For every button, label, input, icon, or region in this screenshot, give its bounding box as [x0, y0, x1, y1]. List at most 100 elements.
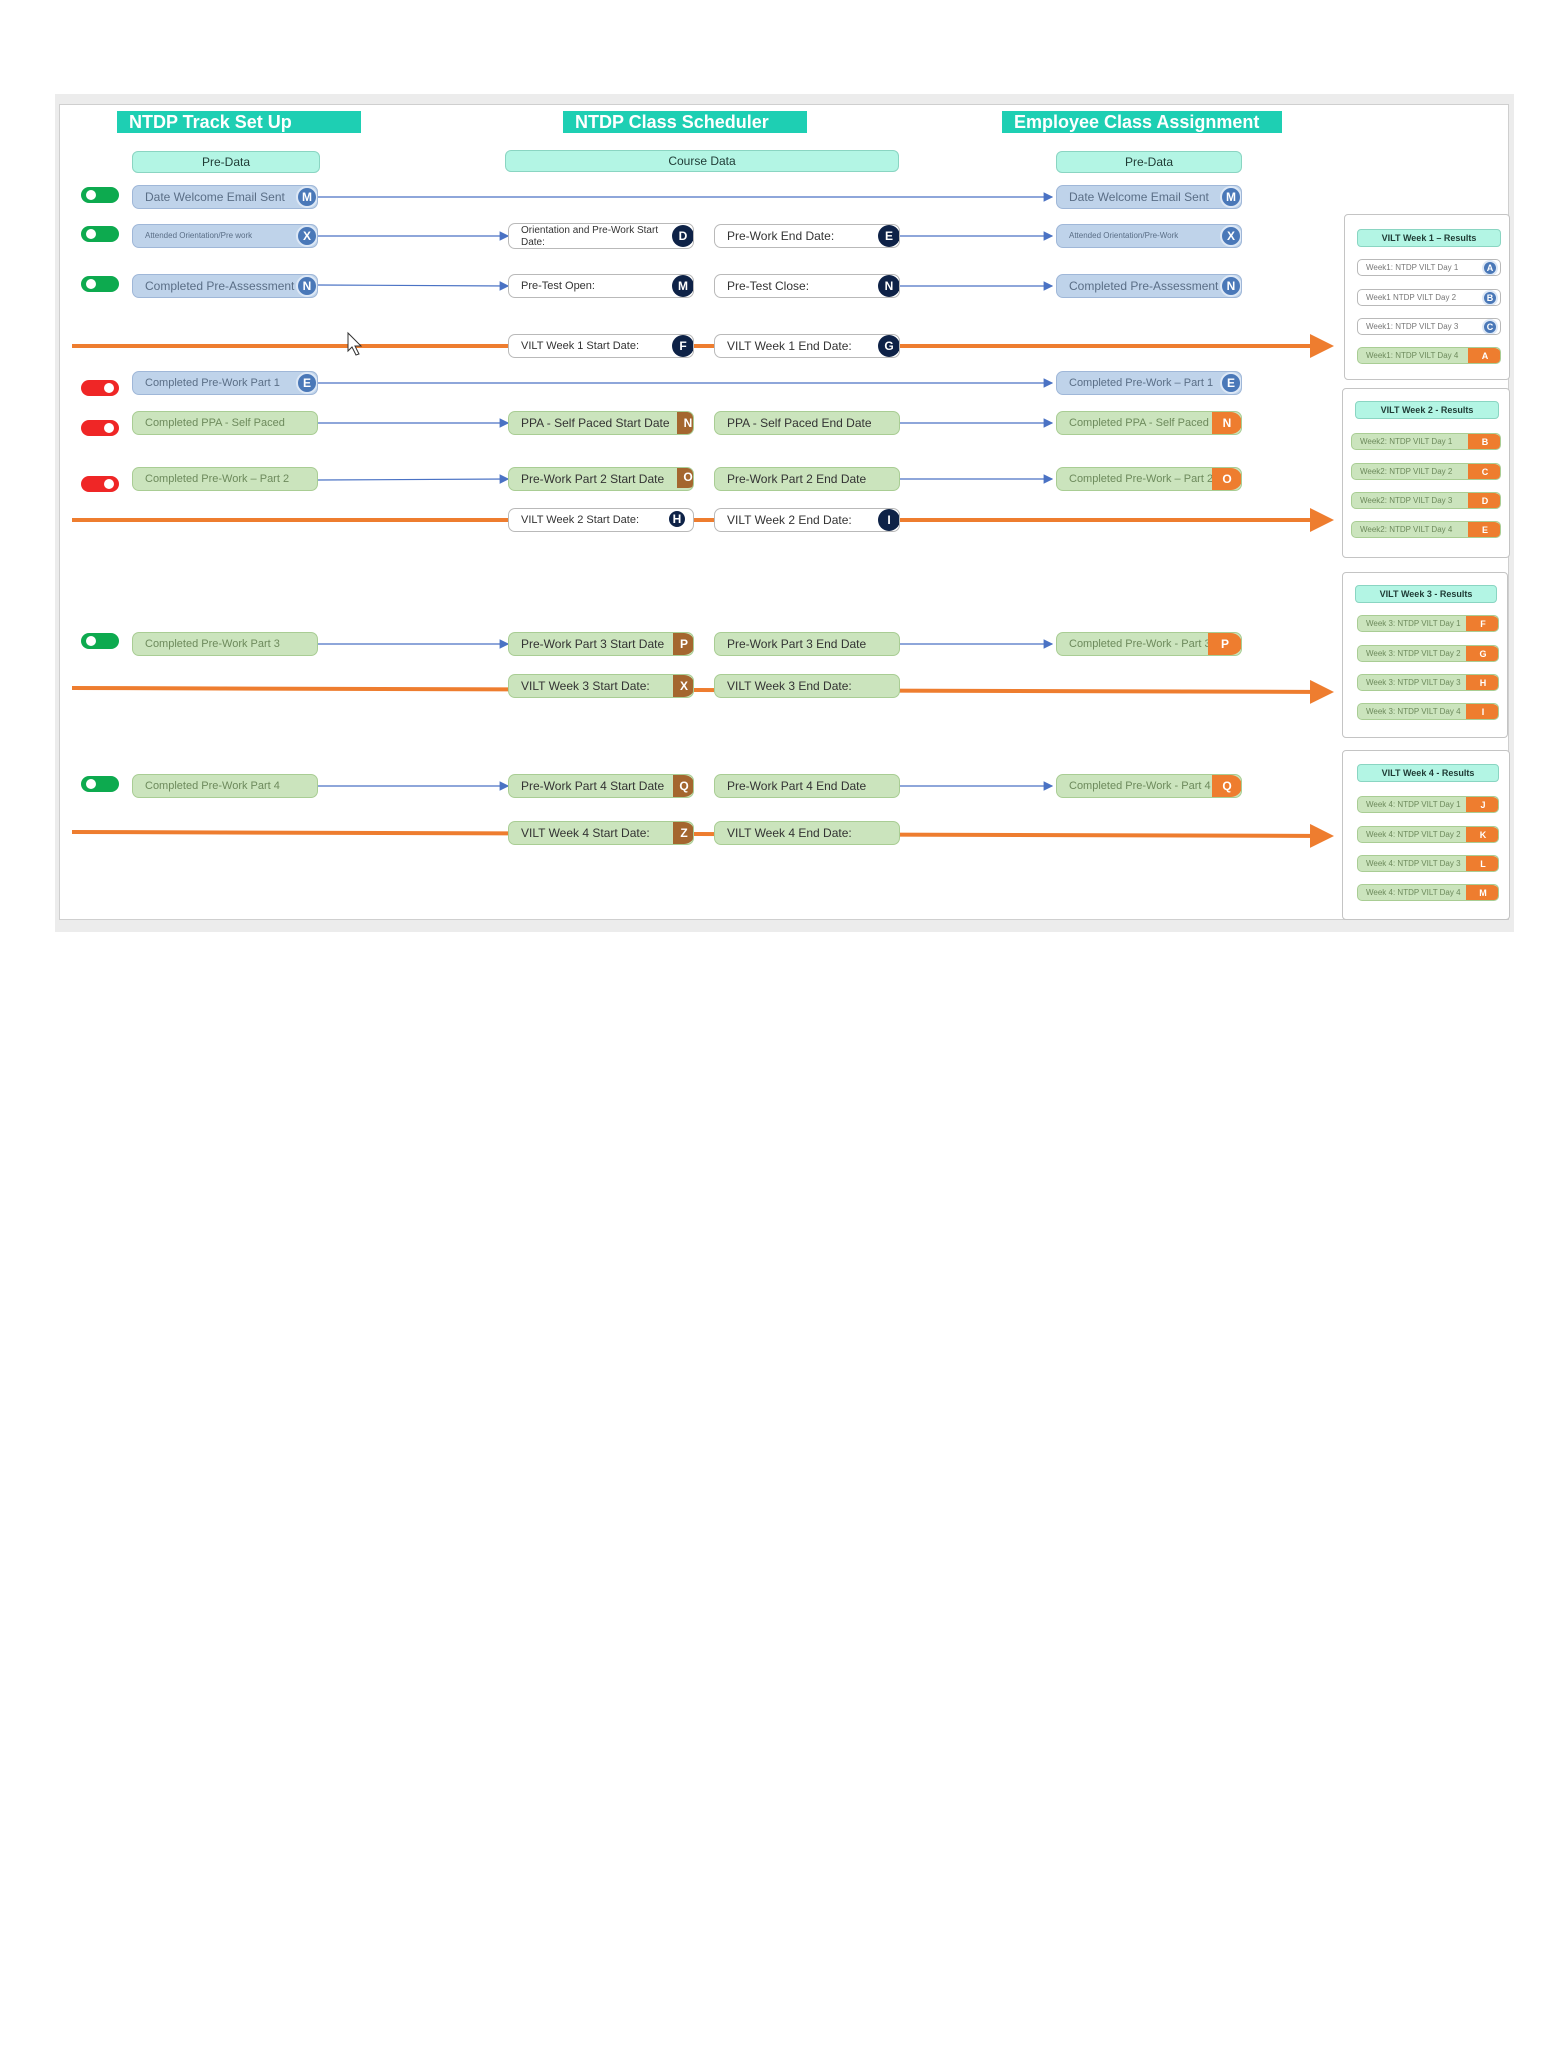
badge-b-orange: B [1468, 434, 1500, 449]
left-completed-preassessment: Completed Pre-Assessment N [132, 274, 318, 298]
badge-l-orange: L [1466, 856, 1498, 871]
badge-n-ppa: N [677, 412, 693, 434]
right-attended-orientation: Attended Orientation/Pre-Work X [1056, 224, 1242, 248]
results-week1: VILT Week 1 – Results Week1: NTDP VILT D… [1344, 214, 1510, 380]
toggle-7[interactable] [81, 633, 119, 649]
badge-m: M [296, 186, 317, 208]
badge-b: B [1482, 290, 1498, 305]
center-ppa-end: PPA - Self Paced End Date [714, 411, 900, 435]
center-prework-end: Pre-Work End Date: E [714, 224, 900, 248]
center-ppa-start: PPA - Self Paced Start Date N [508, 411, 694, 435]
left-prework-part2: Completed Pre-Work – Part 2 [132, 467, 318, 491]
badge-h: H [667, 509, 687, 529]
center-prework3-start: Pre-Work Part 3 Start Date P [508, 632, 694, 656]
center-vilt1-end: VILT Week 1 End Date: G [714, 334, 900, 358]
badge-g-orange: G [1466, 646, 1498, 661]
results-week4-title: VILT Week 4 - Results [1357, 764, 1499, 782]
badge-a-orange: A [1468, 348, 1500, 363]
badge-n-right: N [1220, 275, 1241, 297]
toggle-8[interactable] [81, 776, 119, 792]
badge-x-right: X [1220, 225, 1241, 247]
badge-j-orange: J [1466, 797, 1498, 812]
center-pretest-open: Pre-Test Open: M [508, 274, 694, 298]
center-prework4-end: Pre-Work Part 4 End Date [714, 774, 900, 798]
center-prework2-start: Pre-Work Part 2 Start Date O [508, 467, 694, 491]
badge-e: E [296, 372, 317, 394]
badge-k-orange: K [1466, 827, 1498, 842]
center-vilt2-start: VILT Week 2 Start Date: H [508, 508, 694, 532]
badge-d: D [672, 225, 693, 247]
center-pretest-close: Pre-Test Close: N [714, 274, 900, 298]
toggle-3[interactable] [81, 276, 119, 292]
results-week2-title: VILT Week 2 - Results [1355, 401, 1499, 419]
results-week4: VILT Week 4 - Results Week 4: NTDP VILT … [1342, 750, 1510, 920]
header-track-setup: NTDP Track Set Up [117, 111, 361, 133]
right-welcome-email: Date Welcome Email Sent M [1056, 185, 1242, 209]
left-prework-part4: Completed Pre-Work Part 4 [132, 774, 318, 798]
badge-q-right: Q [1212, 775, 1241, 797]
badge-n: N [296, 275, 317, 297]
left-attended-orientation: Attended Orientation/Pre work X [132, 224, 318, 248]
results-week1-title: VILT Week 1 – Results [1357, 229, 1501, 247]
results-week3: VILT Week 3 - Results Week 3: NTDP VILT … [1342, 572, 1508, 738]
center-vilt4-end: VILT Week 4 End Date: [714, 821, 900, 845]
badge-h-orange: H [1466, 675, 1498, 690]
center-vilt3-end: VILT Week 3 End Date: [714, 674, 900, 698]
center-vilt4-start: VILT Week 4 Start Date: Z [508, 821, 694, 845]
badge-m-orange: M [1466, 885, 1498, 900]
badge-n-ppa-right: N [1212, 412, 1241, 434]
badge-m-right: M [1220, 186, 1241, 208]
center-prework4-start: Pre-Work Part 4 Start Date Q [508, 774, 694, 798]
center-vilt1-start: VILT Week 1 Start Date: F [508, 334, 694, 358]
toggle-6[interactable] [81, 476, 119, 492]
badge-a: A [1482, 260, 1498, 275]
cursor-icon [347, 331, 363, 356]
badge-q: Q [673, 775, 693, 797]
toggle-4[interactable] [81, 380, 119, 396]
subheader-course-data: Course Data [505, 150, 899, 172]
badge-e-right: E [1220, 372, 1241, 394]
center-prework2-end: Pre-Work Part 2 End Date [714, 467, 900, 491]
left-completed-ppa: Completed PPA - Self Paced [132, 411, 318, 435]
toggle-2[interactable] [81, 226, 119, 242]
line-prework2-in [317, 474, 510, 484]
badge-c-orange: C [1468, 464, 1500, 479]
toggle-5[interactable] [81, 420, 119, 436]
right-completed-ppa: Completed PPA - Self Paced N [1056, 411, 1242, 435]
badge-p: P [673, 633, 693, 655]
left-prework-part3: Completed Pre-Work Part 3 [132, 632, 318, 656]
badge-f: F [672, 335, 693, 357]
toggle-1[interactable] [81, 187, 119, 203]
badge-m-center: M [672, 275, 693, 297]
subheader-left-predata: Pre-Data [132, 151, 320, 173]
center-vilt3-start: VILT Week 3 Start Date: X [508, 674, 694, 698]
badge-g: G [878, 335, 899, 357]
badge-i-orange: I [1466, 704, 1498, 719]
results-week3-title: VILT Week 3 - Results [1355, 585, 1497, 603]
results-week2: VILT Week 2 - Results Week2: NTDP VILT D… [1342, 388, 1510, 558]
badge-n-center: N [878, 275, 899, 297]
badge-e-center: E [878, 225, 899, 247]
right-completed-preassessment: Completed Pre-Assessment N [1056, 274, 1242, 298]
badge-x-week3: X [673, 675, 693, 697]
